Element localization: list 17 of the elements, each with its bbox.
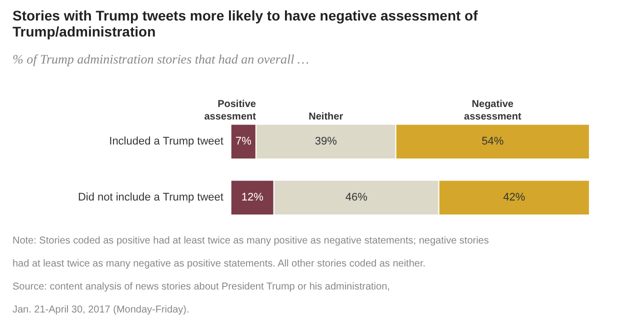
series-label: Neither [308,112,344,123]
text: Jan. 21-April 30, 2017 (Monday-Friday). [12,304,190,316]
chart-title: Stories with Trump tweets more likely to have negative assessment of Trump/administration [12,8,478,40]
text: had at least twice as many negative as positive statements. All other stories coded as neither. [12,258,426,270]
y-tick-label: Included a Trump tweet [109,136,224,148]
chart-subtitle: % of Trump administration stories that had an overall … [12,52,309,66]
data-label: 12% [241,192,264,204]
text: Note: Stories coded as positive had at least twice as many positive as negative statements; negative stories [12,236,489,246]
data-label: 46% [345,192,368,204]
series-label: Negative assessment [464,98,522,123]
data-label: 7% [235,136,252,148]
data-label: 42% [503,192,526,204]
source-note: Source: content analysis of news stories about President Trump or his administration, [12,282,390,292]
data-label: 39% [314,136,338,148]
data-label: 54% [482,136,504,148]
series-label: Positive assesment [204,98,257,123]
y-tick-label: Did not include a Trump tweet [78,192,224,204]
